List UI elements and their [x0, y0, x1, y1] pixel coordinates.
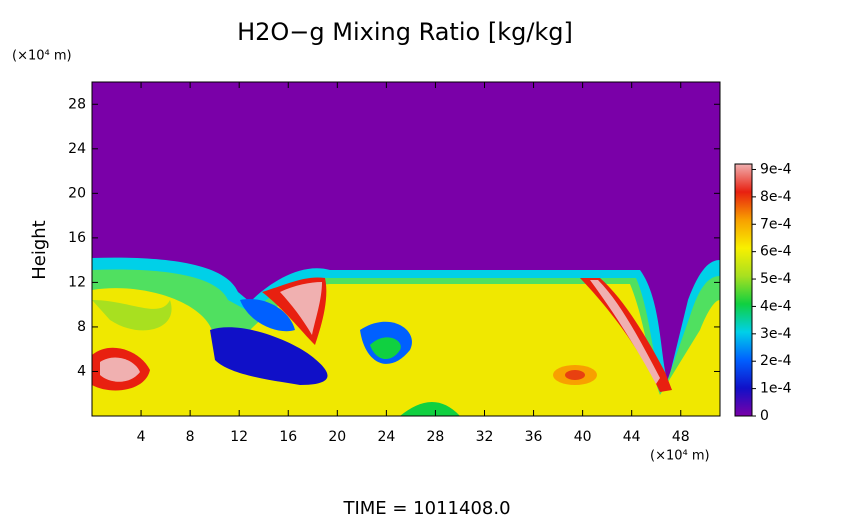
x-tick-label: 40	[574, 429, 592, 445]
colorbar-tick-label: 8e-4	[760, 189, 792, 205]
x-tick-label: 20	[328, 429, 346, 445]
y-tick-label: 16	[68, 230, 86, 246]
x-tick-label: 4	[137, 429, 146, 445]
colorbar	[734, 163, 753, 417]
x-tick-label: 32	[476, 429, 494, 445]
y-tick-label: 28	[68, 96, 86, 112]
field-region	[280, 282, 322, 335]
field-region	[370, 337, 401, 360]
y-axis-title: Height	[29, 220, 50, 280]
x-tick-label: 44	[623, 429, 641, 445]
x-tick-label: 24	[377, 429, 395, 445]
footer-time: TIME = 1011408.0	[342, 498, 510, 519]
x-tick-label: 28	[427, 429, 445, 445]
colorbar-tick-label: 0	[760, 408, 769, 424]
plot-frame	[91, 81, 721, 417]
colorbar-tick-label: 5e-4	[760, 271, 792, 287]
field-region	[92, 300, 172, 331]
y-tick-label: 12	[68, 274, 86, 290]
field-region	[590, 280, 660, 384]
x-tick-label: 36	[525, 429, 543, 445]
x-unit: (×10⁴ m)	[650, 449, 710, 464]
y-tick-label: 8	[77, 319, 86, 335]
field-region	[210, 327, 328, 385]
x-tick-label: 16	[279, 429, 297, 445]
colorbar-tick-label: 6e-4	[760, 244, 792, 260]
colorbar-tick-label: 1e-4	[760, 381, 792, 397]
field-region	[240, 299, 295, 332]
colorbar-tick-label: 9e-4	[760, 161, 792, 177]
colorbar-tick-label: 7e-4	[760, 216, 792, 232]
y-tick-label: 4	[77, 363, 86, 379]
x-tick-label: 8	[186, 429, 195, 445]
chart-title: H2O−g Mixing Ratio [kg/kg]	[237, 18, 573, 46]
field-region	[565, 370, 585, 380]
colorbar-tick-label: 4e-4	[760, 298, 792, 314]
y-tick-label: 20	[68, 185, 86, 201]
x-tick-label: 12	[230, 429, 248, 445]
x-tick-label: 48	[672, 429, 690, 445]
y-tick-label: 24	[68, 141, 86, 157]
colorbar-tick-label: 2e-4	[760, 353, 792, 369]
field	[92, 82, 720, 416]
field-region	[400, 402, 460, 416]
colorbar-tick-label: 3e-4	[760, 326, 792, 342]
field-region	[100, 357, 140, 382]
y-unit: (×10⁴ m)	[12, 49, 72, 64]
